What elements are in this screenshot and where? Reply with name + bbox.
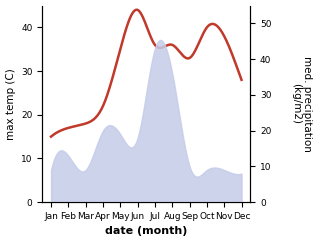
Y-axis label: med. precipitation
(kg/m2): med. precipitation (kg/m2)	[291, 56, 313, 152]
X-axis label: date (month): date (month)	[105, 227, 187, 236]
Y-axis label: max temp (C): max temp (C)	[5, 68, 16, 140]
